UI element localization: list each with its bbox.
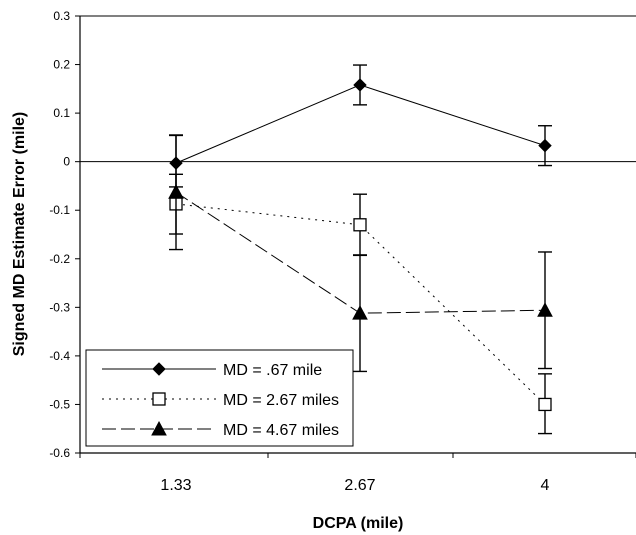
legend-box [85, 349, 354, 447]
data-point [352, 305, 368, 320]
legend-marker [152, 362, 166, 376]
data-point [353, 218, 367, 232]
y-tick-label: 0.1 [53, 106, 70, 120]
y-tick-label: 0.2 [53, 58, 70, 72]
data-point [538, 397, 552, 412]
y-tick-label: -0.3 [49, 300, 70, 314]
data-point [168, 184, 184, 199]
series-line [175, 203, 546, 405]
x-axis-title: DCPA (mile) [313, 515, 404, 532]
x-tick-label: 1.33 [160, 477, 191, 494]
x-tick-label: 4 [541, 477, 550, 494]
y-tick-label: -0.1 [49, 203, 70, 217]
series-3 [168, 134, 553, 373]
x-tick-label: 2.67 [344, 477, 375, 494]
data-point [353, 78, 367, 92]
y-tick-label: 0 [63, 155, 70, 169]
data-point [537, 302, 553, 317]
legend-marker [151, 420, 167, 436]
legend-label: MD = .67 mile [223, 362, 322, 379]
y-tick-label: -0.2 [49, 252, 70, 266]
y-tick-label: -0.4 [49, 349, 70, 363]
y-tick-label: -0.5 [49, 397, 70, 411]
legend-marker [152, 392, 166, 406]
y-tick-label: -0.6 [49, 446, 70, 460]
data-point [538, 138, 552, 153]
y-tick-label: 0.3 [53, 9, 70, 23]
y-axis-title: Signed MD Estimate Error (mile) [11, 112, 28, 357]
legend-label: MD = 2.67 miles [223, 392, 339, 409]
legend-label: MD = 4.67 miles [223, 422, 339, 439]
